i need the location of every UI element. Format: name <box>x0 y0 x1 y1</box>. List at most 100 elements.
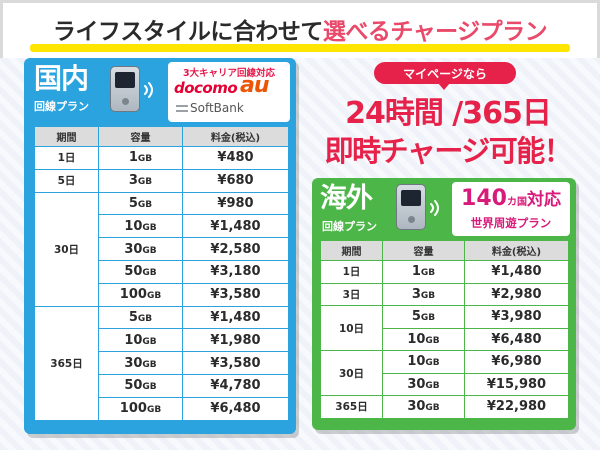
capacity-cell: 3GB <box>382 282 465 306</box>
router-screen <box>401 190 421 206</box>
price-cell: ¥3,980 <box>464 305 569 329</box>
price-cell: ¥1,480 <box>464 260 569 284</box>
capacity-unit: GB <box>137 199 153 210</box>
period-cell: 30日 <box>320 350 383 396</box>
table-header-row: 期間 容量 料金(税込) <box>320 240 569 261</box>
table-row: 50GB ¥3,180 <box>35 259 289 284</box>
capacity-value: 30 <box>407 376 426 392</box>
capacity-unit: GB <box>425 358 440 369</box>
overseas-plan-panel: 海外 回線プラン 140カ国対応 世界周遊プラン 期間 容量 料金(税込) 1日… <box>312 178 576 430</box>
column-header-period: 期間 <box>320 240 383 261</box>
price-cell: ¥680 <box>182 168 289 193</box>
domestic-price-table: 期間 容量 料金(税込) 1日 1GB ¥480 5日 3GB ¥680 30日 5GB ¥98… <box>34 126 289 421</box>
table-row: 1日 1GB ¥480 <box>34 146 289 170</box>
headline-frame <box>0 0 600 58</box>
pocket-wifi-router-icon <box>110 66 140 112</box>
capacity-unit: GB <box>142 336 157 347</box>
capacity-unit: GB <box>142 268 157 279</box>
capacity-unit: GB <box>137 313 153 324</box>
period-cell: 10日 <box>320 305 383 351</box>
capacity-value: 100 <box>119 287 147 303</box>
table-row: 365日 30GB ¥22,980 <box>320 395 569 419</box>
capacity-cell: 1GB <box>98 146 183 170</box>
capacity-value: 1 <box>128 150 138 166</box>
table-row: 3日 3GB ¥2,980 <box>320 282 569 306</box>
price-cell: ¥3,580 <box>182 282 289 307</box>
domestic-title: 国内 <box>34 62 89 95</box>
country-count: 140 <box>461 186 507 211</box>
country-suffix: 対応 <box>526 190 561 210</box>
table-row: 30GB ¥3,580 <box>35 351 289 375</box>
page-title: ライフスタイルに合わせて選べるチャージプラン <box>53 12 548 46</box>
page-title-accent: 選べるチャージプラン <box>322 19 548 45</box>
router-screen <box>115 72 135 88</box>
price-cell: ¥1,980 <box>182 328 289 353</box>
router-button <box>122 98 129 105</box>
price-cell: ¥6,980 <box>464 350 569 374</box>
price-cell: ¥6,480 <box>464 327 569 351</box>
column-header-capacity: 容量 <box>382 240 465 261</box>
period-cell: 365日 <box>34 305 99 421</box>
capacity-cell: 10GB <box>98 214 183 239</box>
softbank-mark-icon <box>176 105 188 112</box>
column-header-capacity: 容量 <box>98 126 183 147</box>
table-row: 30日 10GB ¥6,980 <box>320 350 569 396</box>
table-row: 30日 5GB ¥980 <box>34 191 289 307</box>
period-cell: 30日 <box>34 191 99 307</box>
table-row: 10日 5GB ¥3,980 <box>320 305 569 351</box>
price-cell: ¥15,980 <box>464 372 569 396</box>
carrier-logos-box: 3大キャリア回線対応 docomo au SoftBank <box>168 62 290 122</box>
price-cell: ¥6,480 <box>182 396 289 421</box>
capacity-value: 5 <box>128 309 138 325</box>
capacity-unit: GB <box>420 290 436 301</box>
capacity-unit: GB <box>425 380 440 391</box>
capacity-unit: GB <box>137 154 153 165</box>
promo-instant-charge-text: 即時チャージ可能！ <box>324 134 573 168</box>
capacity-unit: GB <box>146 291 162 302</box>
capacity-cell: 50GB <box>98 259 183 284</box>
period-cell: 365日 <box>320 395 383 419</box>
capacity-unit: GB <box>425 403 440 414</box>
price-cell: ¥1,480 <box>182 305 289 330</box>
column-header-period: 期間 <box>34 126 99 147</box>
capacity-unit: GB <box>420 268 436 279</box>
price-cell: ¥480 <box>182 146 289 170</box>
capacity-unit: GB <box>137 177 153 188</box>
capacity-value: 30 <box>124 355 143 371</box>
domestic-plan-panel: 国内 回線プラン 3大キャリア回線対応 docomo au SoftBank 期… <box>24 58 296 434</box>
capacity-cell: 5GB <box>98 191 183 216</box>
capacity-value: 5 <box>128 195 138 211</box>
capacity-cell: 30GB <box>382 395 465 419</box>
country-count-label: 140カ国対応 <box>452 185 570 211</box>
table-row: 50GB ¥4,780 <box>35 373 289 398</box>
period-cell: 3日 <box>320 282 383 306</box>
price-cell: ¥4,780 <box>182 373 289 398</box>
capacity-cell: 10GB <box>382 327 465 351</box>
table-row: 100GB ¥3,580 <box>35 282 289 307</box>
price-cell: ¥3,580 <box>182 351 289 375</box>
period-cell: 1日 <box>34 146 99 170</box>
table-row: 100GB ¥6,480 <box>35 396 289 421</box>
overseas-price-table: 期間 容量 料金(税込) 1日 1GB ¥1,480 3日 3GB ¥2,980 10日 5G… <box>320 240 569 419</box>
country-coverage-box: 140カ国対応 世界周遊プラン <box>452 182 570 236</box>
table-row: 365日 5GB ¥1,480 <box>34 305 289 421</box>
period-cell: 1日 <box>320 260 383 284</box>
country-unit: カ国 <box>506 197 527 208</box>
capacity-cell: 1GB <box>382 260 465 284</box>
column-header-price: 料金(税込) <box>182 126 289 147</box>
table-row: 10GB ¥1,480 <box>35 214 289 239</box>
capacity-cell: 10GB <box>98 328 183 353</box>
capacity-cell: 100GB <box>98 396 183 421</box>
carrier-support-label: 3大キャリア回線対応 <box>182 68 276 79</box>
table-row: 30GB ¥15,980 <box>321 372 569 396</box>
capacity-unit: GB <box>142 382 157 393</box>
capacity-cell: 30GB <box>382 372 465 396</box>
capacity-value: 50 <box>124 264 143 280</box>
overseas-title: 海外 <box>320 183 373 214</box>
price-cell: ¥2,580 <box>182 237 289 261</box>
capacity-cell: 50GB <box>98 373 183 398</box>
capacity-unit: GB <box>142 245 157 256</box>
table-row: 5日 3GB ¥680 <box>34 168 289 193</box>
overseas-subtitle: 回線プラン <box>322 220 377 233</box>
capacity-cell: 3GB <box>98 168 183 193</box>
